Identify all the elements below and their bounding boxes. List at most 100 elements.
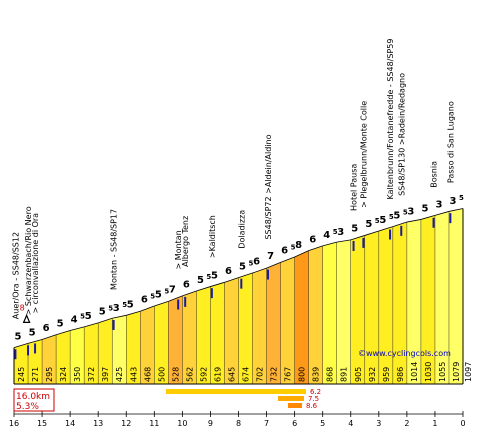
profile-outline bbox=[252, 267, 267, 274]
profile-segment bbox=[448, 208, 463, 384]
profile-outline bbox=[280, 256, 295, 263]
profile-outline bbox=[140, 305, 155, 312]
gradient-decimal-label: 5 bbox=[122, 301, 127, 309]
km-tick-label: 7 bbox=[264, 419, 269, 427]
gradient-label: 5 bbox=[239, 261, 246, 272]
km-tick-label: 6 bbox=[292, 419, 297, 427]
profile-outline bbox=[70, 326, 85, 331]
profile-outline bbox=[448, 208, 464, 212]
profile-outline bbox=[238, 272, 253, 278]
profile-outline bbox=[294, 250, 309, 258]
profile-segment bbox=[252, 268, 267, 384]
altitude-label: 397 bbox=[101, 367, 110, 382]
gradient-label: 5 bbox=[197, 275, 204, 286]
altitude-label: 932 bbox=[368, 367, 377, 382]
km-tick-label: 10 bbox=[177, 419, 187, 427]
profile-outline bbox=[434, 211, 450, 216]
profile-outline bbox=[378, 226, 393, 232]
altitude-label: 959 bbox=[382, 367, 391, 382]
place-label: Doladizza bbox=[237, 210, 246, 249]
place-label: SS48/SP72 >Aldein/Aldino bbox=[264, 134, 273, 239]
place-label: Auer/Ora - SS48/SS12 bbox=[11, 232, 20, 319]
profile-segment bbox=[238, 273, 253, 384]
altitude-label: 868 bbox=[326, 367, 335, 382]
gradient-decimal-label: 5 bbox=[333, 228, 338, 236]
altitude-label: 767 bbox=[284, 367, 293, 382]
gradient-label: 6 bbox=[253, 257, 260, 268]
profile-segment bbox=[56, 330, 71, 384]
gradient-label: 5 bbox=[85, 311, 92, 322]
gradient-decimal-label: 5 bbox=[108, 305, 113, 313]
max-gradient-bar bbox=[288, 403, 302, 408]
profile-fill-layer bbox=[14, 208, 463, 384]
gradient-decimal-label: 5 bbox=[403, 208, 408, 216]
altitude-label: 562 bbox=[185, 367, 194, 382]
website-label[interactable]: ©www.cyclingcols.com bbox=[358, 349, 451, 358]
profile-segment bbox=[350, 235, 365, 384]
altitude-label: 443 bbox=[129, 367, 138, 382]
km-tick-label: 0 bbox=[460, 419, 465, 427]
place-label: Kaltenbrunn/Fontanefredde - SS48/SP59 bbox=[386, 39, 395, 200]
profile-segment bbox=[70, 326, 85, 384]
altitude-label: 592 bbox=[199, 367, 208, 382]
altitude-label: 324 bbox=[59, 367, 68, 382]
profile-outline bbox=[13, 343, 29, 349]
gradient-label: 5 bbox=[15, 332, 22, 343]
profile-segment bbox=[308, 245, 323, 384]
altitude-label: 1079 bbox=[452, 362, 461, 382]
km-tick-label: 5 bbox=[320, 419, 325, 427]
place-label: Albergo Tenz bbox=[181, 216, 190, 267]
altitude-label: 1055 bbox=[438, 362, 447, 382]
km-tick-label: 4 bbox=[348, 419, 353, 427]
max-gradient-bar bbox=[166, 389, 306, 394]
gradient-label: 5 bbox=[393, 210, 400, 221]
profile-outline bbox=[168, 295, 183, 302]
gradient-label: 3 bbox=[450, 196, 457, 207]
profile-segment bbox=[126, 311, 141, 384]
altitude-label: 245 bbox=[17, 367, 26, 382]
gradient-label: 7 bbox=[267, 251, 274, 262]
profile-segment bbox=[364, 231, 379, 384]
gradient-label: 6 bbox=[225, 266, 232, 277]
profile-outline bbox=[41, 334, 57, 340]
altitude-label: 905 bbox=[354, 367, 363, 382]
place-label: SS48/SP130 >Radein/Redagno bbox=[397, 73, 406, 196]
gradient-label: 8 bbox=[295, 240, 302, 251]
profile-outline bbox=[182, 290, 197, 297]
gradient-label: 4 bbox=[323, 230, 330, 241]
profile-segment bbox=[98, 318, 113, 384]
gradient-label: 6 bbox=[309, 234, 316, 245]
gradient-label: 5 bbox=[99, 307, 106, 318]
profile-segment bbox=[392, 222, 407, 384]
gradient-label: 5 bbox=[365, 219, 372, 230]
profile-outline bbox=[364, 230, 379, 236]
profile-segment bbox=[140, 306, 155, 384]
gradient-label: 5 bbox=[421, 203, 428, 214]
altitude-label: 468 bbox=[143, 367, 152, 382]
profile-segment bbox=[224, 277, 239, 384]
gradient-label: 6 bbox=[141, 295, 148, 306]
gradient-label: 5 bbox=[127, 299, 134, 310]
profile-outline bbox=[55, 330, 71, 336]
altitude-label: 372 bbox=[87, 367, 96, 382]
profile-outline bbox=[27, 339, 43, 344]
place-label: Bosnia bbox=[430, 161, 439, 188]
profile-segment bbox=[378, 226, 393, 384]
gradient-label: 3 bbox=[407, 207, 414, 218]
max-gradient-label: 7.5 bbox=[308, 395, 319, 403]
profile-marks-layer bbox=[13, 208, 464, 417]
km-tick-label: 3 bbox=[376, 419, 381, 427]
altitude-label: 645 bbox=[227, 367, 236, 382]
gradient-decimal-label: 5 bbox=[249, 259, 254, 267]
altitude-label: 800 bbox=[298, 367, 307, 382]
altitude-label: 674 bbox=[242, 367, 251, 382]
start-marker-label: 8 bbox=[20, 303, 25, 312]
max-gradient-bar bbox=[278, 396, 304, 401]
km-tick-label: 14 bbox=[65, 419, 75, 427]
altitude-label: 425 bbox=[115, 367, 124, 382]
place-label: > Montan bbox=[174, 230, 183, 269]
km-tick-label: 2 bbox=[404, 419, 409, 427]
gradient-label: 3 bbox=[113, 303, 120, 314]
profile-segment bbox=[112, 315, 127, 384]
altitude-label: 271 bbox=[31, 367, 40, 382]
